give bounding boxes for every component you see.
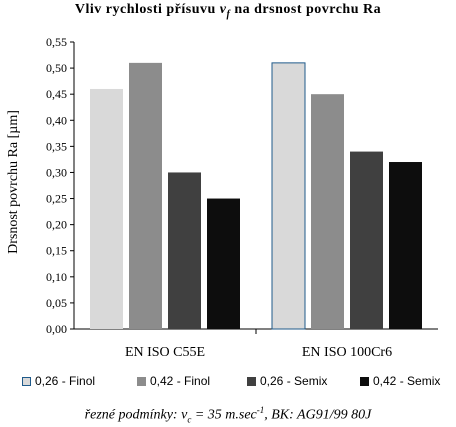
chart-legend: 0,26 - Finol 0,42 - Finol 0,26 - Semix 0,42… — [12, 374, 456, 390]
y-tick-label: 0,40 — [46, 113, 67, 127]
y-tick-label: 0,05 — [46, 296, 67, 310]
y-tick-label: 0,55 — [46, 35, 67, 49]
bar-1-2 — [350, 151, 383, 329]
bar-0-2 — [168, 172, 201, 329]
bar-chart: Drsnost povrchu Ra [µm] 0,00 0,05 0,10 0,15… — [6, 35, 438, 360]
y-tick-label: 0,10 — [46, 270, 67, 284]
y-tick-label: 0,15 — [46, 244, 67, 258]
legend-swatch — [137, 376, 146, 386]
y-tick-label: 0,00 — [46, 322, 67, 336]
y-tick-label: 0,25 — [46, 192, 67, 206]
y-axis-label: Drsnost povrchu Ra [µm] — [6, 110, 21, 254]
y-tick-label: 0,30 — [46, 165, 67, 179]
bar-0-3 — [207, 198, 240, 329]
y-tick-label: 0,20 — [46, 218, 67, 232]
chart-caption: řezné podmínky: vc = 35 m.sec-1, BK: AG9… — [84, 405, 372, 425]
legend-swatch — [360, 376, 369, 386]
legend-swatch — [22, 376, 31, 386]
legend-label: 0,42 - Semix — [373, 374, 441, 388]
bar-0-0 — [90, 88, 123, 329]
y-tick-label: 0,35 — [46, 139, 67, 153]
legend-item: 0,42 - Semix — [360, 374, 440, 388]
bar-1-0 — [271, 62, 306, 330]
bar-0-1 — [129, 62, 162, 329]
chart-title: Vliv rychlosti přísuvu vf na drsnost pov… — [74, 2, 382, 20]
legend-item: 0,26 - Finol — [22, 374, 95, 388]
bar-1-1 — [311, 94, 344, 329]
y-tick-label: 0,45 — [46, 87, 67, 101]
legend-label: 0,26 - Finol — [35, 374, 96, 388]
x-category-label: EN ISO C55E — [125, 345, 205, 360]
legend-item: 0,42 - Finol — [137, 374, 210, 388]
bar-1-3 — [389, 162, 422, 329]
legend-label: 0,26 - Semix — [260, 374, 328, 388]
y-tick-label: 0,50 — [46, 61, 67, 75]
legend-swatch — [247, 376, 256, 386]
legend-label: 0,42 - Finol — [150, 374, 211, 388]
x-category-label: EN ISO 100Cr6 — [302, 345, 392, 360]
legend-item: 0,26 - Semix — [247, 374, 327, 388]
